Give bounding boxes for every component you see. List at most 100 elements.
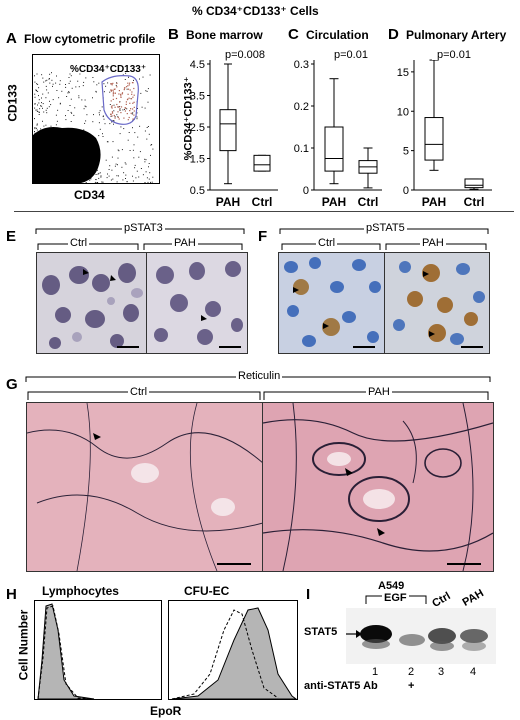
scatter-dot xyxy=(136,118,138,120)
scatter-dot xyxy=(97,182,99,183)
scatter-dot xyxy=(69,105,71,106)
gated-dot xyxy=(121,93,123,95)
pstat3-pah-micrograph xyxy=(146,252,248,354)
panel-b-letter: B xyxy=(168,26,179,43)
scatter-dot xyxy=(116,175,118,177)
gated-dot xyxy=(129,102,131,104)
scatter-dot xyxy=(37,83,39,85)
scatter-dot xyxy=(136,170,138,172)
gated-dot xyxy=(121,92,124,94)
scatter-dot xyxy=(43,81,45,83)
gated-dot xyxy=(129,89,131,91)
scatter-dot xyxy=(113,123,114,125)
panel-a-y-label: CD133 xyxy=(5,84,20,122)
scatter-dot xyxy=(104,123,106,125)
scatter-dot xyxy=(146,138,148,140)
panel-c-letter: C xyxy=(288,26,299,43)
box-iqr xyxy=(253,154,271,172)
reticulin-ctrl-micrograph xyxy=(26,402,264,572)
scatter-dot xyxy=(51,79,53,81)
gated-dot xyxy=(132,118,134,120)
box-iqr xyxy=(464,178,484,189)
scatter-dot xyxy=(132,175,133,177)
histogram-lymphocytes xyxy=(34,600,162,700)
chart-b-title: Bone marrow xyxy=(186,28,263,42)
scatter-dot xyxy=(34,128,36,130)
scatter-dot xyxy=(71,87,73,89)
gated-dot xyxy=(133,101,135,103)
scatter-dot xyxy=(55,124,57,126)
scatter-dot xyxy=(42,103,44,105)
scatter-dot xyxy=(149,74,151,76)
gated-dot xyxy=(117,116,119,118)
scatter-dot xyxy=(112,141,114,143)
scatter-dot xyxy=(85,106,87,108)
scatter-dot xyxy=(103,83,105,85)
scatter-dot xyxy=(117,157,119,159)
scatter-dot xyxy=(102,133,103,135)
scatter-dot xyxy=(144,161,146,163)
scatter-dot xyxy=(39,108,41,110)
gated-dot xyxy=(132,108,134,110)
scatter-dot xyxy=(46,107,48,109)
scatter-dot xyxy=(52,99,54,101)
scatter-dot xyxy=(150,144,152,146)
panel-h-left-title: Lymphocytes xyxy=(42,584,119,598)
panel-i-treatment: EGF xyxy=(382,592,409,604)
scatter-dot xyxy=(137,108,138,109)
scatter-dot xyxy=(122,74,124,76)
scatter-dot xyxy=(85,120,87,122)
scatter-dot xyxy=(118,150,120,152)
scatter-dot xyxy=(100,175,102,177)
chart-pulmonary-artery: 0 5 10 15 PAH Ctrl p=0.01 xyxy=(397,48,492,209)
scatter-dot xyxy=(83,108,85,110)
scatter-dot xyxy=(67,92,69,94)
scatter-dot xyxy=(85,182,87,183)
gated-dot xyxy=(114,106,116,108)
scatter-dot xyxy=(52,85,53,87)
scatter-dot xyxy=(49,82,51,84)
panel-f-letter: F xyxy=(258,228,268,245)
gated-dot xyxy=(131,91,133,93)
scatter-dot xyxy=(81,99,83,101)
scatter-dot xyxy=(90,178,92,180)
gated-dot xyxy=(114,117,116,119)
scatter-dot xyxy=(124,79,126,80)
scatter-dot xyxy=(116,114,118,116)
scatter-dot xyxy=(38,111,40,113)
panel-a-letter: A xyxy=(6,30,17,47)
scatter-dot xyxy=(145,171,147,173)
scatter-dot xyxy=(82,85,84,87)
scatter-dot xyxy=(142,174,144,176)
scatter-dot xyxy=(34,75,35,77)
gated-dot xyxy=(120,106,123,108)
scatter-dot xyxy=(147,101,149,103)
scatter-dot xyxy=(117,149,119,151)
scatter-dot xyxy=(113,104,115,106)
scatter-dot xyxy=(122,179,124,181)
category-label: Ctrl xyxy=(464,195,485,209)
scatter-dot xyxy=(106,177,108,179)
gated-dot xyxy=(120,93,122,95)
section-divider xyxy=(14,211,514,212)
scatter-dot xyxy=(146,127,148,128)
panel-g-group-label: Reticulin xyxy=(236,370,283,382)
scatter-dot xyxy=(92,97,93,99)
scatter-dot xyxy=(125,163,127,165)
scatter-dot xyxy=(67,110,69,111)
scatter-dot xyxy=(145,159,147,161)
scatter-dot xyxy=(149,172,151,174)
gated-dot xyxy=(111,107,113,109)
scatter-dot xyxy=(133,144,135,146)
scatter-dot xyxy=(126,181,128,183)
scatter-dot xyxy=(135,177,137,179)
gated-dot xyxy=(125,86,128,88)
panel-i-cell-line: A549 xyxy=(378,580,405,592)
chart-d-title: Pulmonary Artery xyxy=(406,28,507,42)
scatter-dot xyxy=(102,115,104,117)
scatter-dot xyxy=(113,110,115,112)
scatter-dot xyxy=(125,174,127,176)
scatter-dot xyxy=(94,181,96,183)
scatter-dot xyxy=(36,111,38,112)
scatter-dot xyxy=(131,113,133,115)
